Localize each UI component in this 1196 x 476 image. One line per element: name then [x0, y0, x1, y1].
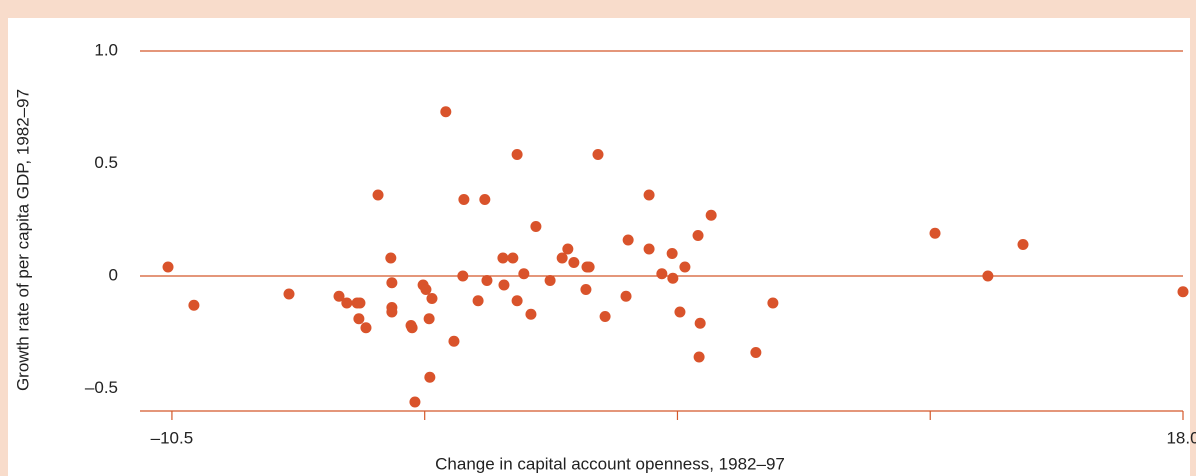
- point: [544, 275, 556, 286]
- point: [472, 295, 484, 307]
- point: [666, 248, 678, 259]
- point: [693, 351, 705, 363]
- point: [530, 221, 542, 232]
- point: [592, 149, 604, 160]
- point: [424, 371, 436, 383]
- point: [620, 290, 632, 302]
- y-tick-label: 0.5: [94, 153, 118, 172]
- point: [440, 106, 452, 118]
- point: [622, 234, 634, 246]
- point: [409, 396, 421, 408]
- point: [656, 268, 668, 280]
- point: [354, 297, 366, 309]
- plot-background: [8, 18, 1190, 476]
- point: [188, 299, 200, 311]
- point: [372, 189, 384, 201]
- point: [448, 335, 460, 347]
- point: [599, 311, 611, 322]
- y-tick-label: 0: [109, 265, 118, 284]
- point: [518, 268, 530, 280]
- point: [333, 290, 345, 302]
- point: [568, 257, 580, 268]
- point: [386, 306, 398, 318]
- point: [674, 306, 686, 318]
- point: [497, 252, 509, 264]
- point: [511, 295, 523, 307]
- y-tick-label: 1.0: [94, 40, 118, 59]
- point: [705, 209, 717, 221]
- point: [406, 322, 418, 334]
- point: [457, 270, 469, 282]
- point: [458, 194, 470, 205]
- point: [498, 279, 510, 291]
- point: [511, 149, 523, 160]
- point: [426, 293, 438, 304]
- point: [479, 194, 491, 205]
- point: [679, 261, 691, 273]
- x-axis-label: Change in capital account openness, 1982…: [435, 454, 785, 473]
- y-tick-label: –0.5: [85, 378, 118, 397]
- point: [580, 284, 592, 295]
- x-tick-label: –10.5: [151, 428, 194, 447]
- point: [385, 252, 397, 264]
- point: [341, 297, 353, 309]
- point: [643, 243, 655, 255]
- point: [283, 288, 295, 300]
- point: [562, 243, 574, 255]
- point: [481, 275, 493, 286]
- point: [1177, 286, 1189, 298]
- point: [423, 313, 435, 325]
- point: [386, 277, 398, 289]
- point: [162, 261, 174, 273]
- point: [692, 230, 704, 241]
- point: [583, 261, 595, 273]
- point: [643, 189, 655, 201]
- y-axis-label: Growth rate of per capita GDP, 1982–97: [13, 89, 32, 391]
- point: [667, 272, 679, 284]
- point: [420, 284, 432, 295]
- point: [767, 297, 779, 309]
- x-tick-label: 18.0: [1166, 428, 1196, 447]
- point: [507, 252, 519, 264]
- point: [929, 227, 941, 239]
- point: [525, 308, 537, 320]
- point: [360, 322, 372, 334]
- point: [353, 313, 365, 325]
- point: [1017, 239, 1029, 250]
- point: [750, 347, 762, 358]
- point: [556, 252, 568, 264]
- point: [982, 270, 994, 282]
- point: [694, 317, 706, 329]
